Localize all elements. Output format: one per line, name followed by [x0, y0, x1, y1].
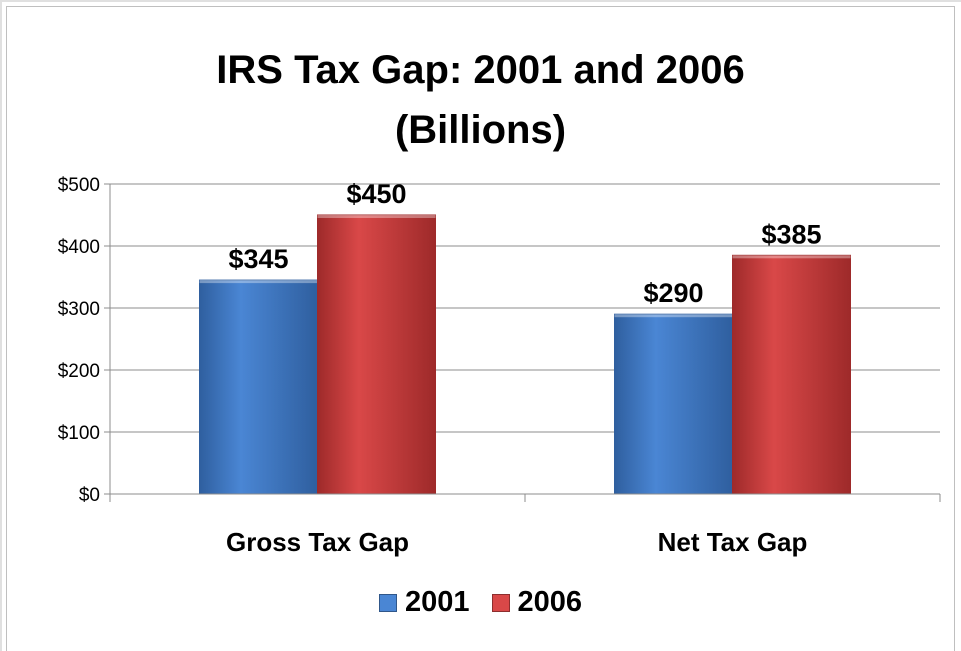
bar-highlight: [317, 215, 436, 218]
bar-2001-1: [614, 313, 733, 495]
legend-item-2001: 2001: [378, 586, 470, 619]
y-tick-label: $200: [58, 361, 100, 382]
y-tick-label: $300: [58, 299, 100, 320]
bar-2001-0: [199, 279, 318, 495]
bar-2006-0: [317, 214, 436, 495]
bar-highlight: [614, 314, 733, 318]
bar-2006-1: [732, 254, 851, 495]
chart-title: IRS Tax Gap: 2001 and 2006: [216, 48, 745, 92]
y-tick-label: $400: [58, 237, 100, 258]
legend-item-2006: 2006: [491, 586, 583, 619]
data-label-2006-0: $450: [346, 179, 406, 209]
legend-label-2001: 2001: [404, 586, 470, 618]
y-tick-label: $100: [58, 423, 100, 444]
legend-label-2006: 2006: [517, 586, 583, 618]
x-category-label: Gross Tax Gap: [226, 527, 409, 557]
chart-subtitle: (Billions): [394, 108, 567, 152]
data-label-2001-0: $345: [228, 244, 288, 274]
legend: 2001 2006: [0, 586, 961, 619]
x-axis: Gross Tax Gap Net Tax Gap: [109, 493, 941, 557]
y-axis: $0 $100 $200 $300 $400 $500: [58, 175, 111, 506]
x-category-label: Net Tax Gap: [658, 527, 808, 557]
y-tick-label: $0: [79, 485, 100, 506]
y-tick-label: $500: [58, 175, 100, 196]
bars: $345 $450 $290 $385: [199, 179, 851, 495]
legend-swatch-2001: [378, 593, 397, 612]
data-label-2001-1: $290: [643, 278, 703, 308]
bar-highlight: [199, 280, 318, 284]
data-label-2006-1: $385: [761, 219, 821, 249]
bar-highlight: [732, 255, 851, 259]
legend-swatch-2006: [491, 593, 510, 612]
